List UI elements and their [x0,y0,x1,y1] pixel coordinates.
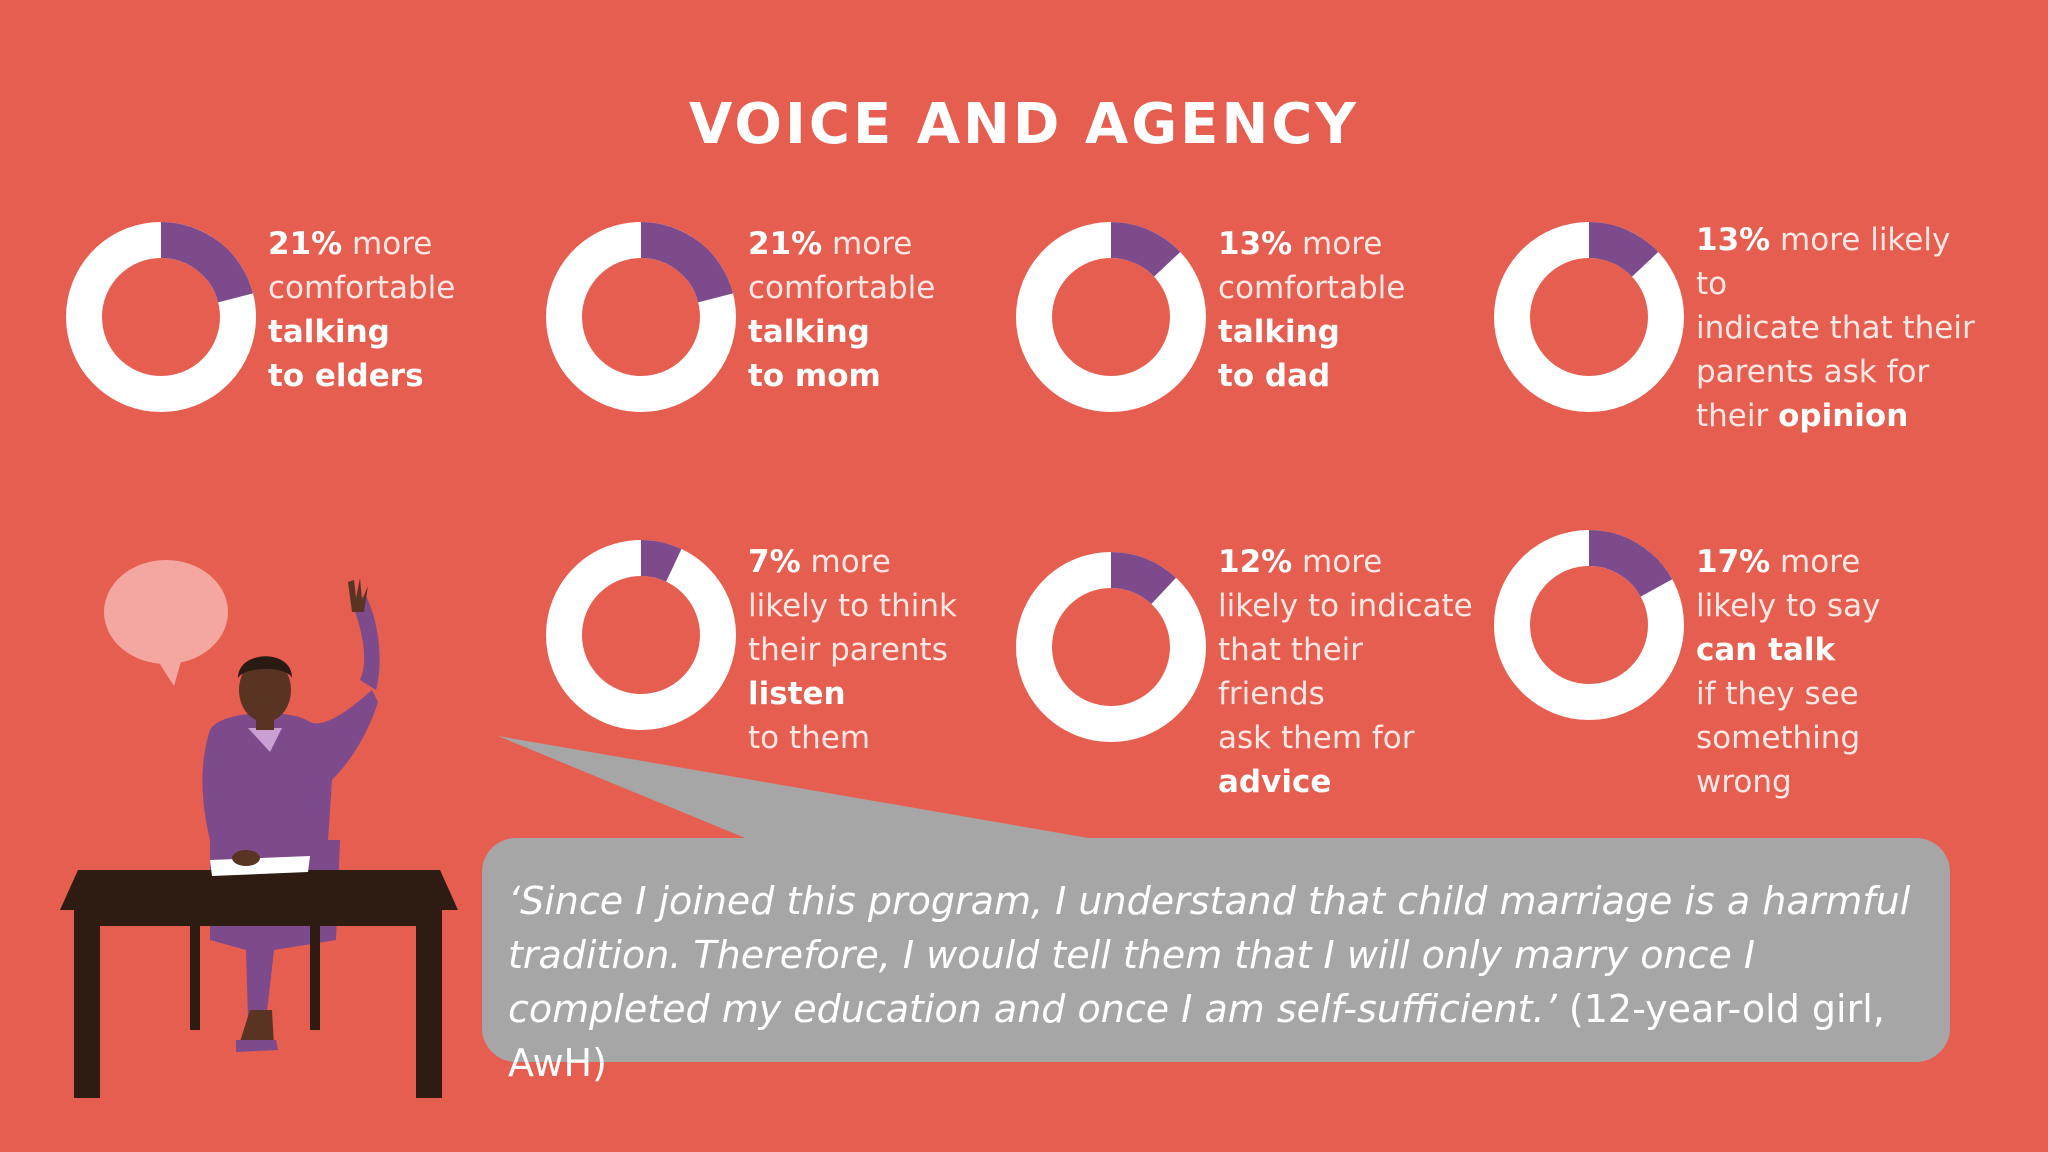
stat-label-line: likely to think [748,588,957,624]
stat-emphasis: to elders [268,358,424,394]
stat-label-line: indicate that their [1696,310,1975,346]
donut-chart [66,222,256,412]
donut-chart [546,540,736,730]
donut-chart [546,222,736,412]
stat-percentage: 12% [1218,544,1293,580]
donut-chart [1016,552,1206,742]
stat-emphasis: can talk [1696,632,1836,668]
stat-emphasis: talking [268,314,390,350]
stat-emphasis: advice [1218,764,1332,800]
stat-label-line: 12% more [1218,544,1383,580]
stat-label-line: likely to indicate [1218,588,1473,624]
stat-label-line: 13% more likely to [1696,222,1951,302]
stat-label-line: 17% more [1696,544,1861,580]
quote-box: ‘Since I joined this program, I understa… [482,838,1950,1085]
donut-chart [1016,222,1206,412]
stat-label: 7% more likely to think their parents liste… [748,540,1008,760]
stat-label: 17% more likely to say can talk if they see… [1696,540,1956,804]
quote-text: ‘Since I joined this program, I understa… [508,879,1911,1031]
stat-label-line: talking [1218,310,1478,354]
girl-at-desk-illustration [60,560,458,1098]
stat-label-line: that their friends [1218,632,1364,712]
donut-value-arc [1588,530,1673,598]
stat-label-line: listen [748,672,1008,716]
stat-can-talk: 17% more likely to say can talk if they see… [1494,530,1934,800]
stat-label-line: to dad [1218,354,1478,398]
stat-label-line: advice [1218,760,1478,804]
stat-label: 12% more likely to indicate that their fri… [1218,540,1478,804]
desk-icon [60,870,458,1098]
stat-label-line: comfortable [1218,270,1406,306]
stat-label-line: talking [748,310,1008,354]
stat-label-line: comfortable [748,270,936,306]
stat-percentage: 13% [1218,226,1293,262]
stat-emphasis: opinion [1778,398,1909,434]
donut-value-arc [1588,222,1659,278]
stat-label-line: their parents [748,632,948,668]
stat-friends-ask-advice: 12% more likely to indicate that their fri… [1016,544,1473,800]
stat-percentage: 7% [748,544,801,580]
donut-chart [1494,530,1684,720]
donut-value-arc [160,222,254,304]
stat-talking-to-mom: 21% more comfortable talking to mom [546,222,986,462]
stat-percentage: 13% [1696,222,1771,258]
stat-percentage: 21% [268,226,343,262]
stat-label-line: their opinion [1696,398,1909,434]
stat-label-line: can talk [1696,628,1956,672]
stat-label-line: 7% more [748,544,891,580]
stat-emphasis: to mom [748,358,881,394]
stat-label: 13% more comfortable talking to dad [1218,222,1478,398]
stat-label: 21% more comfortable talking to elders [268,222,528,398]
stat-talking-to-dad: 13% more comfortable talking to dad [1016,222,1456,462]
stat-label-line: if they see [1696,676,1859,712]
page-title: VOICE AND AGENCY [689,92,1359,157]
stat-emphasis: to dad [1218,358,1331,394]
donut-chart [1494,222,1684,412]
stat-label-line: something wrong [1696,720,1861,800]
stat-emphasis: listen [748,676,846,712]
stat-label-line: 21% more [748,226,913,262]
stat-label-line: 21% more [268,226,433,262]
donut-value-arc [640,540,682,582]
donut-value-arc [640,222,734,304]
stat-percentage: 21% [748,226,823,262]
stat-label-line: to mom [748,354,1008,398]
donut-value-arc [1110,552,1177,605]
stat-parents-ask-opinion: 13% more likely to indicate that their par… [1494,222,1975,462]
stat-label-line: to elders [268,354,528,398]
stat-label-line: talking [268,310,528,354]
stat-label-line: comfortable [268,270,456,306]
stat-label-line: likely to say [1696,588,1881,624]
donut-value-arc [1110,222,1181,278]
stat-label-line: ask them for [1218,720,1415,756]
stat-emphasis: talking [748,314,870,350]
speech-bubble-icon [104,560,228,686]
stat-label: 13% more likely to indicate that their par… [1696,218,1986,438]
stat-label: 21% more comfortable talking to mom [748,222,1008,398]
stat-label-line: 13% more [1218,226,1383,262]
stat-label-line: parents ask for [1696,354,1930,390]
stat-talking-to-elders: 21% more comfortable talking to elders [66,222,506,462]
stat-label-line: to them [748,720,871,756]
quote-attribution: (12-year-old girl, AwH) [508,987,1885,1085]
stat-percentage: 17% [1696,544,1771,580]
stat-parents-listen: 7% more likely to think their parents liste… [546,540,986,780]
stat-emphasis: talking [1218,314,1340,350]
